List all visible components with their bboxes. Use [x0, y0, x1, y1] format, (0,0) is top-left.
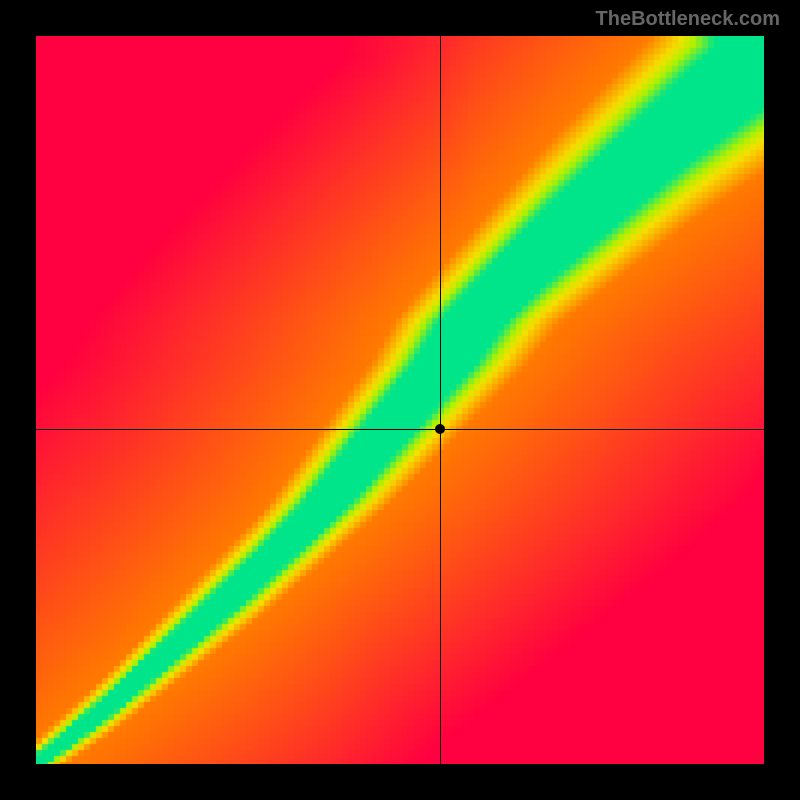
crosshair-horizontal: [36, 429, 764, 430]
heatmap-canvas: [36, 36, 764, 764]
crosshair-vertical: [440, 36, 441, 764]
marker-dot: [435, 424, 445, 434]
watermark-text: TheBottleneck.com: [596, 8, 780, 31]
heatmap-chart: [36, 36, 764, 764]
